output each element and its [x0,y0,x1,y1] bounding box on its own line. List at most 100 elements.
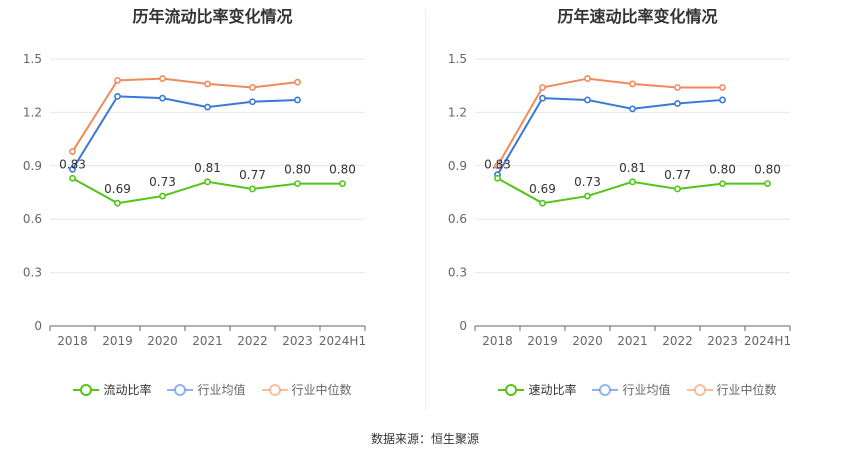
legend-item[interactable]: 速动比率 [498,381,576,398]
legend-swatch-icon [498,383,525,396]
chart-plot: 0 0.3 0.6 0.9 1.2 1.5 2018 2019 2020 2021 2022 2023… [23,52,366,348]
data-label: 0.69 [104,182,131,196]
legend-swatch-icon [686,383,713,396]
x-tick-label: 2022 [237,334,268,348]
chart-title: 历年流动比率变化情况 [132,7,293,26]
x-tick-label: 2019 [527,334,558,348]
data-point [294,180,301,187]
x-tick-label: 2018 [57,334,88,348]
legend-item[interactable]: 行业中位数 [686,381,777,398]
x-tick-label: 2023 [282,334,313,348]
legend-item[interactable]: 行业中位数 [261,381,352,398]
data-label: 0.80 [284,163,311,177]
legend-swatch-icon [261,383,288,396]
legend-swatch-icon [73,383,100,396]
data-point [204,80,211,88]
y-tick-label: 1.5 [23,52,42,66]
data-point [584,75,591,82]
data-point [674,100,681,107]
data-label: 0.83 [59,157,86,171]
data-point [249,84,256,91]
data-label: 0.77 [239,168,266,182]
chart-plot: 0 0.3 0.6 0.9 1.2 1.5 2018 2019 2020 2021 2022 2023… [448,52,791,348]
data-point [539,84,546,91]
data-point [629,178,636,186]
data-point [674,84,681,91]
data-label: 0.73 [574,175,601,189]
data-point [69,148,76,155]
legend-label: 行业中位数 [716,383,777,397]
quick-ratio-chart: 历年速动比率变化情况 0 0.3 0.6 0.9 1.2 1.5 2018 2019 2020 2… [425,0,850,420]
data-label: 0.69 [529,182,556,196]
data-point [159,192,166,200]
legend-item[interactable]: 行业均值 [592,381,671,398]
legend-label: 流动比率 [103,383,152,397]
chart-legend: 速动比率 行业均值 行业中位数 [425,381,850,398]
data-label: 0.83 [484,157,511,171]
data-label: 0.77 [664,168,691,182]
y-tick-label: 0.3 [23,266,42,280]
data-point [584,96,591,104]
legend-item[interactable]: 流动比率 [73,381,151,398]
series-line [71,95,298,170]
y-tick-label: 1.2 [448,105,467,119]
data-point [764,180,771,187]
data-point [114,199,121,207]
data-point [674,185,681,193]
data-point [249,98,256,106]
data-point [69,165,76,173]
data-point [294,96,301,104]
data-point [629,80,636,88]
data-point [339,180,346,187]
data-point [249,185,256,193]
legend-label: 行业均值 [622,383,671,397]
data-label: 0.80 [329,163,356,177]
data-point [629,105,636,113]
data-point [494,162,501,170]
y-tick-label: 0.3 [448,266,467,280]
series-line [496,77,723,167]
data-point [204,103,211,111]
current-ratio-chart: 历年流动比率变化情况 0 0.3 0.6 0.9 1.2 1.5 2018 2019 2020 2… [0,0,425,420]
data-label: 0.73 [149,175,176,189]
series-line [496,97,723,176]
x-tick-label: 2020 [572,334,603,348]
data-point [204,178,211,186]
y-tick-label: 0 [34,319,42,333]
series-line [71,77,298,153]
legend-swatch-icon [167,383,194,396]
legend-label: 行业中位数 [291,383,352,397]
chart-divider [425,10,426,410]
y-tick-label: 0.9 [448,159,467,173]
y-tick-label: 0.6 [23,212,42,226]
x-tick-label: 2018 [482,334,513,348]
data-point [719,84,726,91]
x-tick-label: 2020 [147,334,178,348]
legend-label: 速动比率 [528,383,577,397]
data-point [114,76,121,84]
data-point [114,92,121,100]
y-tick-label: 0.9 [23,159,42,173]
data-point [69,174,76,182]
x-tick-label: 2023 [707,334,738,348]
data-label: 0.80 [709,163,736,177]
x-tick-label: 2019 [102,334,133,348]
data-point [719,96,726,104]
legend-item[interactable]: 行业均值 [167,381,246,398]
y-tick-label: 0.6 [448,212,467,226]
data-point [294,78,301,86]
data-point [539,94,546,102]
data-point [719,180,726,187]
x-tick-label: 2022 [662,334,693,348]
x-tick-label: 2024H1 [319,334,366,348]
data-point [494,174,501,182]
y-tick-label: 1.2 [23,105,42,119]
data-label: 0.81 [619,161,646,175]
data-source-text: 数据来源：恒生聚源 [370,432,479,446]
chart-title: 历年速动比率变化情况 [557,7,718,26]
x-tick-label: 2021 [617,334,648,348]
chart-legend: 流动比率 行业均值 行业中位数 [0,381,425,398]
y-tick-label: 1.5 [448,52,467,66]
data-label: 0.81 [194,161,221,175]
x-tick-label: 2021 [192,334,223,348]
